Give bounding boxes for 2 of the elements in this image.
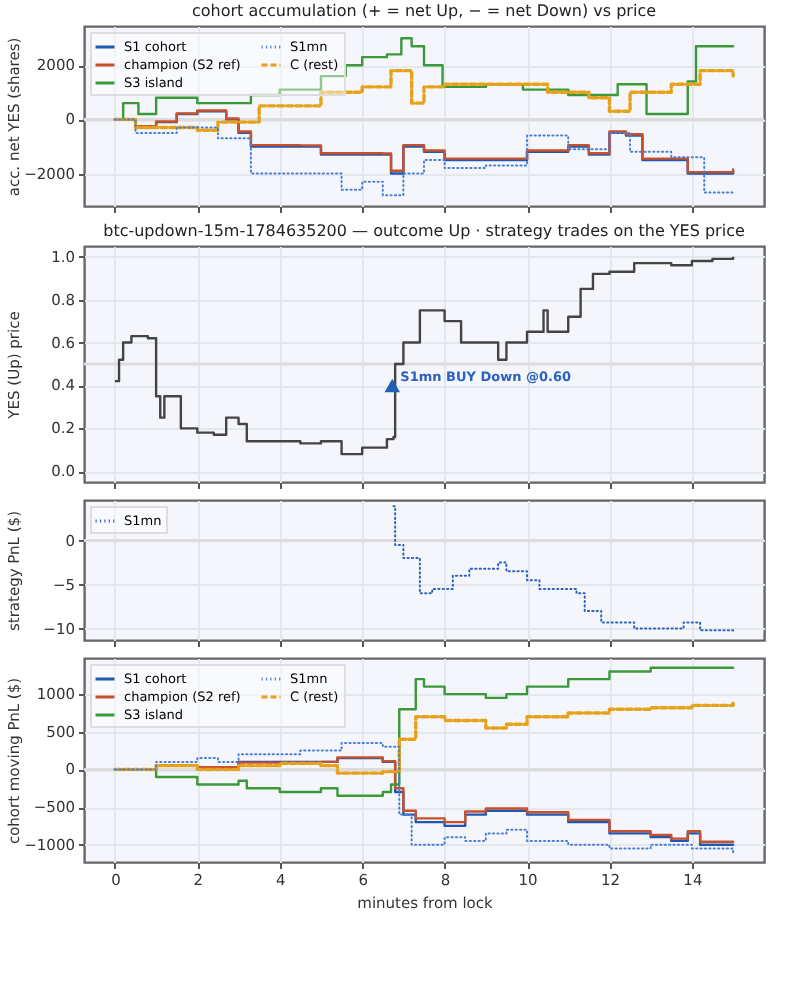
chart-title: btc-updown-15m-1784635200 — outcome Up · strategy trades on the YES price [103, 222, 745, 240]
chart-title: cohort accumulation (+ = net Up, − = net Down) vs price [191, 2, 657, 20]
